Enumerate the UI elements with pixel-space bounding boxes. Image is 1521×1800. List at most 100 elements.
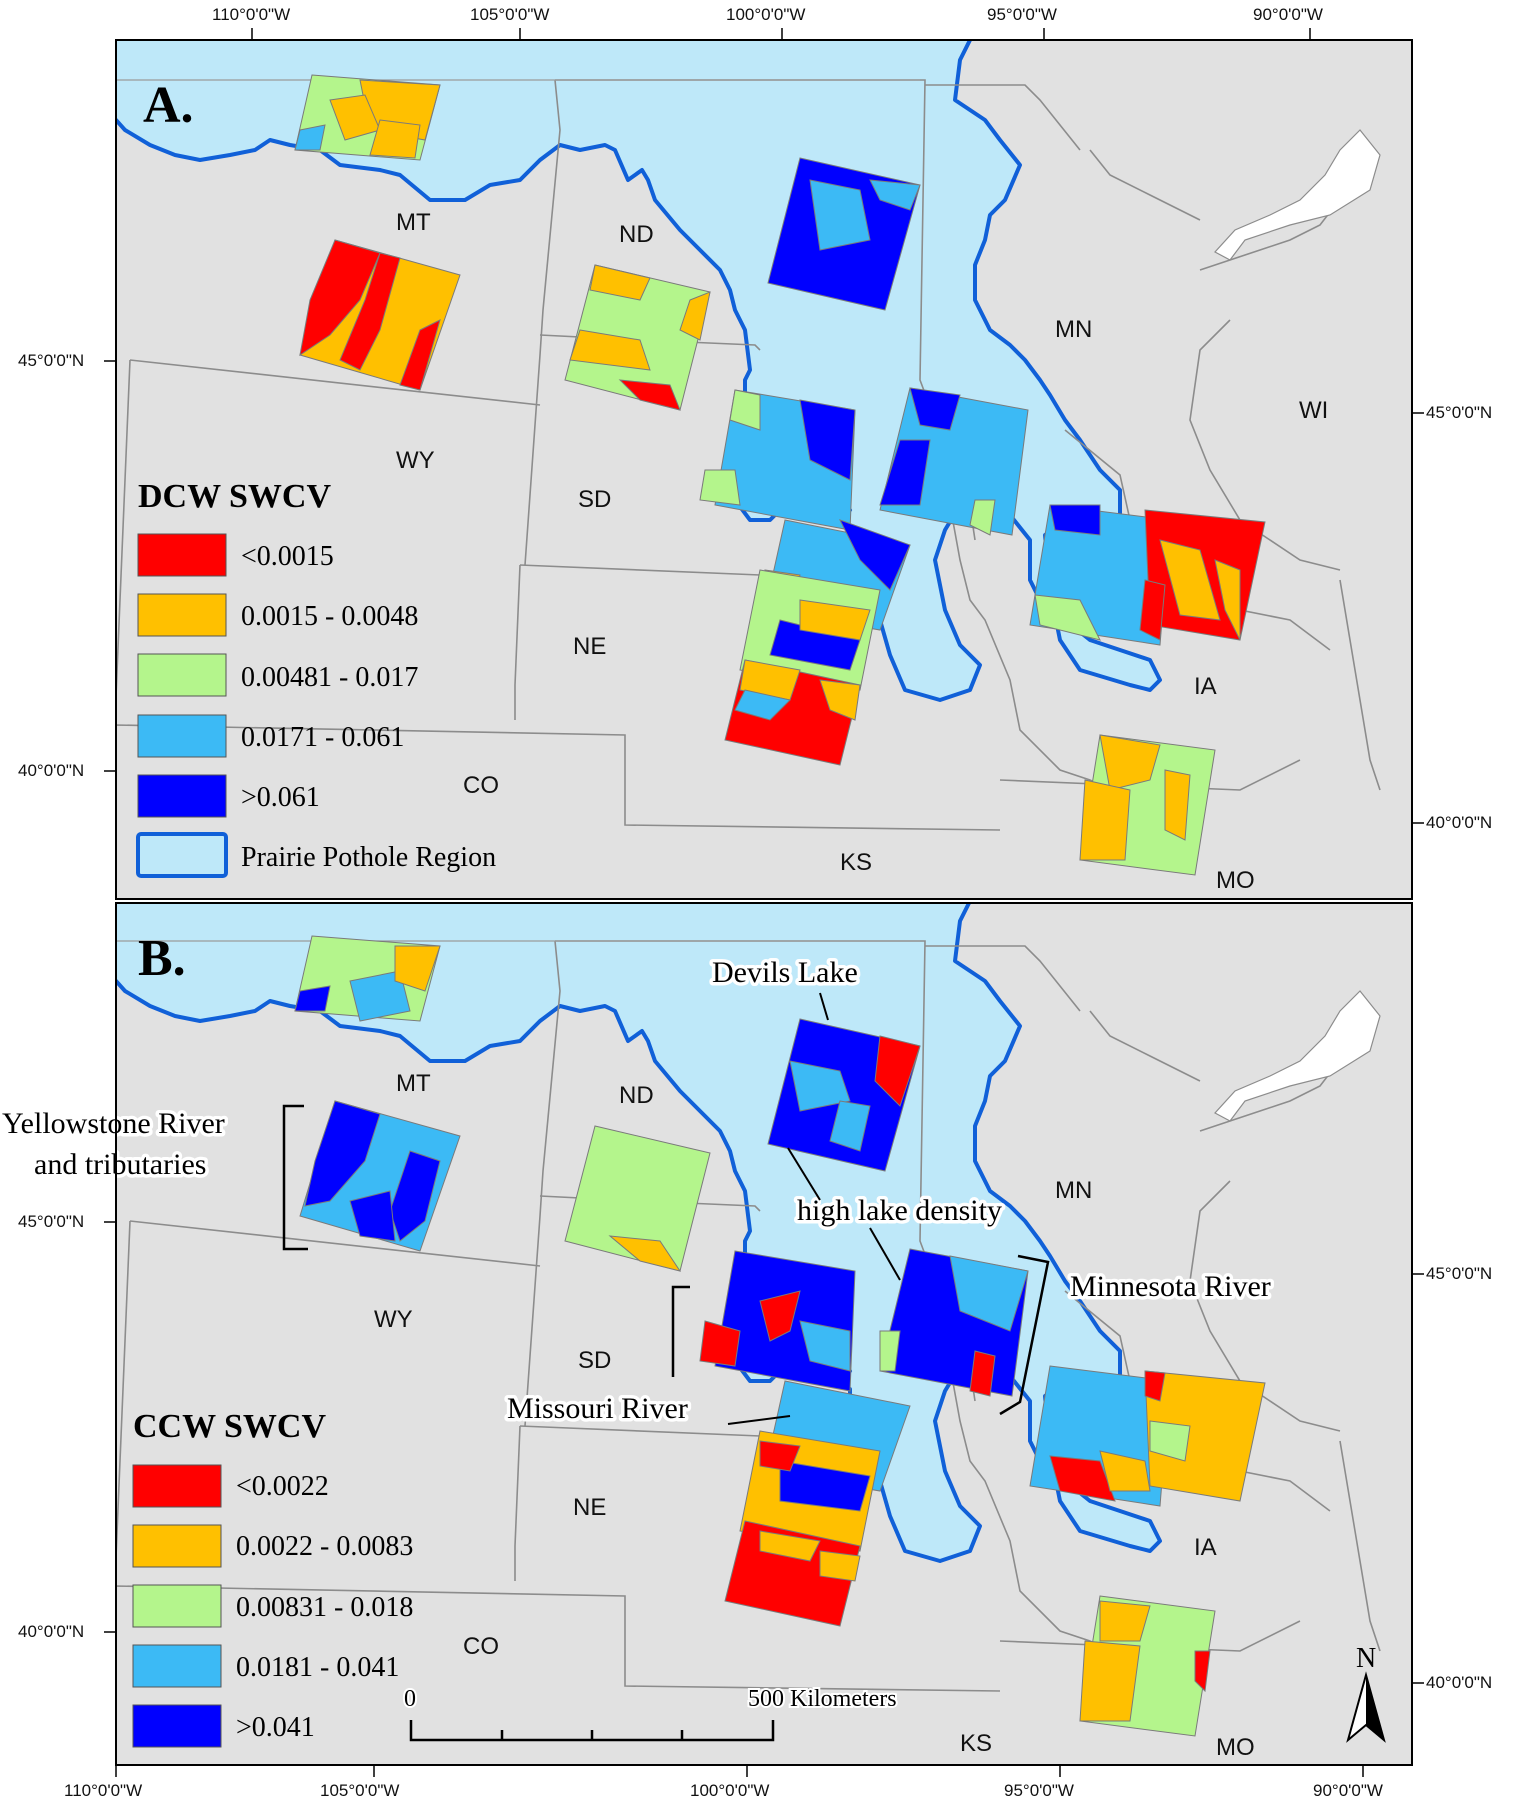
scale-bar-line bbox=[409, 1720, 775, 1742]
legend-b-swatch-5 bbox=[132, 1704, 222, 1748]
bracket-minnesota bbox=[999, 1254, 1050, 1416]
legend-b-label-4: 0.0181 - 0.041 bbox=[236, 1652, 399, 1683]
block-a-mt-north bbox=[294, 74, 441, 161]
legend-a: DCW SWCV <0.0015 0.0015 - 0.0048 0.00481… bbox=[136, 478, 496, 878]
legend-b-swatch-3 bbox=[132, 1584, 222, 1628]
state-wy-b: WY bbox=[374, 1306, 413, 1333]
anno-yellowstone-1: Yellowstone River bbox=[2, 1107, 225, 1140]
legend-a-swatch-5 bbox=[137, 774, 227, 818]
block-a-mo bbox=[1079, 734, 1216, 876]
lat-left-a-40: 40°0'0"N bbox=[18, 761, 84, 780]
legend-a-swatch-2 bbox=[137, 593, 227, 637]
state-nd-b: ND bbox=[619, 1082, 654, 1109]
state-ne-a: NE bbox=[573, 633, 606, 660]
legend-a-label-2: 0.0015 - 0.0048 bbox=[241, 601, 418, 632]
lat-left-b-45: 45°0'0"N bbox=[18, 1212, 84, 1231]
top-lon-100: 100°0'0"W bbox=[726, 5, 805, 24]
state-sd-b: SD bbox=[578, 1347, 611, 1374]
block-b-nd-center bbox=[564, 1125, 711, 1272]
legend-b-label-2: 0.0022 - 0.0083 bbox=[236, 1531, 413, 1562]
state-ks-a: KS bbox=[840, 849, 872, 876]
state-co-a: CO bbox=[463, 772, 499, 799]
lat-right-b-40: 40°0'0"N bbox=[1426, 1673, 1492, 1692]
lat-right-a-45: 45°0'0"N bbox=[1426, 403, 1492, 422]
state-ne-b: NE bbox=[573, 1494, 606, 1521]
block-b-sd-nc bbox=[699, 1250, 856, 1392]
block-b-nd-east bbox=[767, 1018, 921, 1172]
bottom-lon-95: 95°0'0"W bbox=[1004, 1781, 1074, 1800]
north-arrow: N bbox=[1346, 1643, 1386, 1743]
lat-right-b-45: 45°0'0"N bbox=[1426, 1264, 1492, 1283]
block-a-nd-center bbox=[564, 264, 711, 411]
bracket-missouri bbox=[671, 1285, 690, 1377]
state-co-b: CO bbox=[463, 1633, 499, 1660]
state-mn-a: MN bbox=[1055, 316, 1092, 343]
leader-missouri bbox=[727, 1415, 791, 1425]
block-b-mt-center bbox=[299, 1100, 461, 1252]
north-arrow-label: N bbox=[1356, 1643, 1376, 1674]
panel-b-watersheds bbox=[294, 935, 1266, 1737]
state-mo-a: MO bbox=[1216, 867, 1255, 894]
panel-b-frame bbox=[115, 902, 1413, 1766]
panel-a-state-labels: MT ND MN WI WY SD NE IA CO KS MO bbox=[396, 209, 1328, 894]
state-mo-b: MO bbox=[1216, 1734, 1255, 1761]
state-mt-b: MT bbox=[396, 1070, 431, 1097]
lat-left-a-45: 45°0'0"N bbox=[18, 351, 84, 370]
block-a-ia bbox=[1029, 504, 1266, 646]
bottom-lon-100: 100°0'0"W bbox=[690, 1781, 769, 1800]
leader-high-lake-1 bbox=[787, 1147, 821, 1201]
state-mt-a: MT bbox=[396, 209, 431, 236]
legend-a-swatch-1 bbox=[137, 533, 227, 577]
scale-bar: 0 500 Kilometers bbox=[402, 1684, 899, 1742]
state-sd-a: SD bbox=[578, 486, 611, 513]
top-lon-110: 110°0'0"W bbox=[212, 5, 290, 24]
block-a-ne-south bbox=[724, 659, 861, 766]
panel-a-letter: A. bbox=[143, 77, 194, 134]
block-a-mt-center bbox=[299, 239, 461, 391]
legend-a-swatch-4 bbox=[137, 714, 227, 758]
legend-b-label-3: 0.00831 - 0.018 bbox=[236, 1592, 413, 1623]
block-b-mt-north bbox=[294, 935, 441, 1022]
top-lon-105: 105°0'0"W bbox=[470, 5, 549, 24]
block-a-sd-nc bbox=[699, 389, 856, 531]
anno-yellowstone-2: and tributaries bbox=[34, 1148, 206, 1181]
panel-a: MT ND MN WI WY SD NE IA CO KS MO A. DCW … bbox=[115, 39, 1413, 900]
block-b-mo bbox=[1079, 1595, 1216, 1737]
legend-a-label-1: <0.0015 bbox=[241, 541, 334, 572]
block-a-sd-east bbox=[879, 387, 1029, 536]
legend-b-label-5: >0.041 bbox=[236, 1712, 315, 1743]
panel-b-letter: B. bbox=[138, 930, 186, 987]
state-nd-a: ND bbox=[619, 221, 654, 248]
top-lon-90: 90°0'0"W bbox=[1253, 5, 1323, 24]
bottom-lon-110: 110°0'0"W bbox=[64, 1781, 142, 1800]
legend-a-label-3: 0.00481 - 0.017 bbox=[241, 662, 418, 693]
top-lon-95: 95°0'0"W bbox=[987, 5, 1057, 24]
north-arrow-shade bbox=[1366, 1675, 1384, 1740]
state-ks-b: KS bbox=[960, 1730, 992, 1757]
legend-b-label-1: <0.0022 bbox=[236, 1471, 329, 1502]
anno-devils-lake: Devils Lake bbox=[712, 956, 858, 989]
state-ia-a: IA bbox=[1194, 673, 1217, 700]
scale-zero-label: 0 bbox=[404, 1686, 416, 1712]
legend-a-label-ppr: Prairie Pothole Region bbox=[241, 842, 496, 873]
legend-a-swatch-ppr bbox=[136, 832, 228, 878]
state-ia-b: IA bbox=[1194, 1534, 1217, 1561]
bottom-lon-90: 90°0'0"W bbox=[1313, 1781, 1383, 1800]
state-wy-a: WY bbox=[396, 447, 435, 474]
panel-a-frame bbox=[115, 39, 1413, 900]
anno-missouri: Missouri River bbox=[507, 1392, 688, 1425]
leader-high-lake-2 bbox=[869, 1227, 901, 1281]
legend-b-swatch-1 bbox=[132, 1464, 222, 1508]
bottom-longitude-labels: 110°0'0"W 105°0'0"W 100°0'0"W 95°0'0"W 9… bbox=[64, 1781, 1383, 1800]
panel-b: MT ND MN WY SD NE IA CO KS MO B. Devils … bbox=[0, 902, 1413, 1766]
block-b-ne-south bbox=[724, 1520, 861, 1627]
block-b-ne-north bbox=[739, 1430, 881, 1552]
bottom-lon-105: 105°0'0"W bbox=[320, 1781, 399, 1800]
panel-b-state-labels: MT ND MN WY SD NE IA CO KS MO bbox=[374, 1070, 1255, 1761]
latitude-labels: 45°0'0"N 40°0'0"N 45°0'0"N 40°0'0"N 45°0… bbox=[18, 28, 1492, 1777]
block-b-ia bbox=[1029, 1365, 1266, 1507]
legend-b-swatch-4 bbox=[132, 1644, 222, 1688]
legend-a-label-4: 0.0171 - 0.061 bbox=[241, 722, 404, 753]
legend-a-swatch-3 bbox=[137, 653, 227, 697]
